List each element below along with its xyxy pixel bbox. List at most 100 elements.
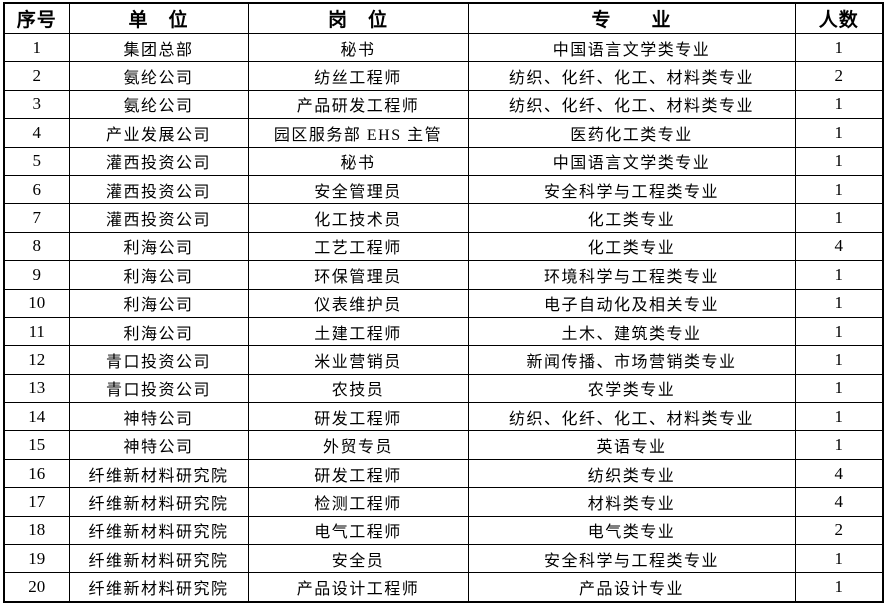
cell-serial: 13 [3,373,70,404]
cell-major: 纺织类专业 [467,458,796,489]
cell-count: 1 [794,203,884,233]
cell-position: 外贸专员 [247,430,469,460]
cell-unit: 纤维新材料研究院 [68,458,249,489]
header-count: 人数 [794,2,884,34]
header-serial: 序号 [3,2,70,34]
cell-major: 产品设计专业 [467,572,796,603]
cell-major: 土木、建筑类专业 [467,316,796,347]
cell-count: 1 [794,260,884,290]
cell-serial: 5 [3,146,70,176]
cell-major: 新闻传播、市场营销类专业 [467,345,796,375]
cell-major: 化工类专业 [467,231,796,262]
cell-unit: 神特公司 [68,430,249,460]
cell-unit: 氨纶公司 [68,61,249,91]
table-row: 17 纤维新材料研究院 检测工程师 材料类专业 4 [3,487,884,517]
table-row: 8 利海公司 工艺工程师 化工类专业 4 [3,231,884,262]
cell-major: 电气类专业 [467,515,796,546]
cell-unit: 集团总部 [68,32,249,63]
cell-count: 4 [794,458,884,489]
cell-serial: 6 [3,174,70,205]
cell-count: 1 [794,174,884,205]
cell-count: 1 [794,544,884,574]
table-body: 1 集团总部 秘书 中国语言文学类专业 1 2 氨纶公司 纺丝工程师 纺织、化纤、化工、材料类专… [3,32,884,603]
table-row: 10 利海公司 仪表维护员 电子自动化及相关专业 1 [3,288,884,318]
cell-unit: 纤维新材料研究院 [68,544,249,574]
cell-count: 1 [794,118,884,148]
cell-count: 1 [794,316,884,347]
cell-unit: 青口投资公司 [68,345,249,375]
cell-position: 园区服务部 EHS 主管 [247,118,469,148]
cell-position: 产品研发工程师 [247,89,469,120]
cell-serial: 8 [3,231,70,262]
cell-major: 英语专业 [467,430,796,460]
cell-position: 仪表维护员 [247,288,469,318]
table-row: 2 氨纶公司 纺丝工程师 纺织、化纤、化工、材料类专业 2 [3,61,884,91]
cell-serial: 16 [3,458,70,489]
recruitment-table: 序号 单 位 岗 位 专 业 人数 1 集团总部 秘书 中国语言文学类专业 1 2 氨纶公司… [3,2,884,603]
header-major: 专 业 [467,2,796,34]
cell-serial: 18 [3,515,70,546]
table-row: 14 神特公司 研发工程师 纺织、化纤、化工、材料类专业 1 [3,402,884,432]
cell-major: 农学类专业 [467,373,796,404]
cell-position: 秘书 [247,32,469,63]
cell-position: 环保管理员 [247,260,469,290]
cell-unit: 纤维新材料研究院 [68,572,249,603]
cell-position: 米业营销员 [247,345,469,375]
table-row: 9 利海公司 环保管理员 环境科学与工程类专业 1 [3,260,884,290]
cell-major: 环境科学与工程类专业 [467,260,796,290]
cell-count: 1 [794,345,884,375]
cell-unit: 灌西投资公司 [68,203,249,233]
cell-major: 纺织、化纤、化工、材料类专业 [467,402,796,432]
cell-count: 1 [794,402,884,432]
table-row: 5 灌西投资公司 秘书 中国语言文学类专业 1 [3,146,884,176]
table-row: 15 神特公司 外贸专员 英语专业 1 [3,430,884,460]
cell-serial: 19 [3,544,70,574]
cell-count: 1 [794,32,884,63]
cell-unit: 利海公司 [68,231,249,262]
cell-major: 中国语言文学类专业 [467,146,796,176]
cell-position: 研发工程师 [247,458,469,489]
cell-unit: 利海公司 [68,260,249,290]
cell-count: 2 [794,515,884,546]
cell-serial: 1 [3,32,70,63]
cell-unit: 纤维新材料研究院 [68,487,249,517]
cell-count: 4 [794,487,884,517]
cell-position: 检测工程师 [247,487,469,517]
cell-position: 农技员 [247,373,469,404]
table-row: 13 青口投资公司 农技员 农学类专业 1 [3,373,884,404]
cell-position: 化工技术员 [247,203,469,233]
cell-position: 工艺工程师 [247,231,469,262]
cell-position: 秘书 [247,146,469,176]
cell-serial: 3 [3,89,70,120]
cell-major: 纺织、化纤、化工、材料类专业 [467,89,796,120]
cell-serial: 4 [3,118,70,148]
cell-count: 2 [794,61,884,91]
cell-unit: 利海公司 [68,316,249,347]
cell-unit: 氨纶公司 [68,89,249,120]
cell-unit: 青口投资公司 [68,373,249,404]
cell-position: 研发工程师 [247,402,469,432]
cell-major: 安全科学与工程类专业 [467,174,796,205]
cell-position: 电气工程师 [247,515,469,546]
cell-serial: 2 [3,61,70,91]
table-row: 4 产业发展公司 园区服务部 EHS 主管 医药化工类专业 1 [3,118,884,148]
cell-count: 1 [794,89,884,120]
cell-major: 化工类专业 [467,203,796,233]
cell-major: 安全科学与工程类专业 [467,544,796,574]
table-row: 18 纤维新材料研究院 电气工程师 电气类专业 2 [3,515,884,546]
header-row: 序号 单 位 岗 位 专 业 人数 [3,2,884,34]
cell-serial: 7 [3,203,70,233]
header-unit: 单 位 [68,2,249,34]
cell-serial: 15 [3,430,70,460]
cell-major: 材料类专业 [467,487,796,517]
table-row: 1 集团总部 秘书 中国语言文学类专业 1 [3,32,884,63]
cell-unit: 纤维新材料研究院 [68,515,249,546]
cell-unit: 神特公司 [68,402,249,432]
cell-unit: 利海公司 [68,288,249,318]
cell-count: 1 [794,288,884,318]
table-row: 20 纤维新材料研究院 产品设计工程师 产品设计专业 1 [3,572,884,603]
cell-unit: 产业发展公司 [68,118,249,148]
table-row: 11 利海公司 土建工程师 土木、建筑类专业 1 [3,316,884,347]
cell-count: 1 [794,146,884,176]
cell-serial: 11 [3,316,70,347]
